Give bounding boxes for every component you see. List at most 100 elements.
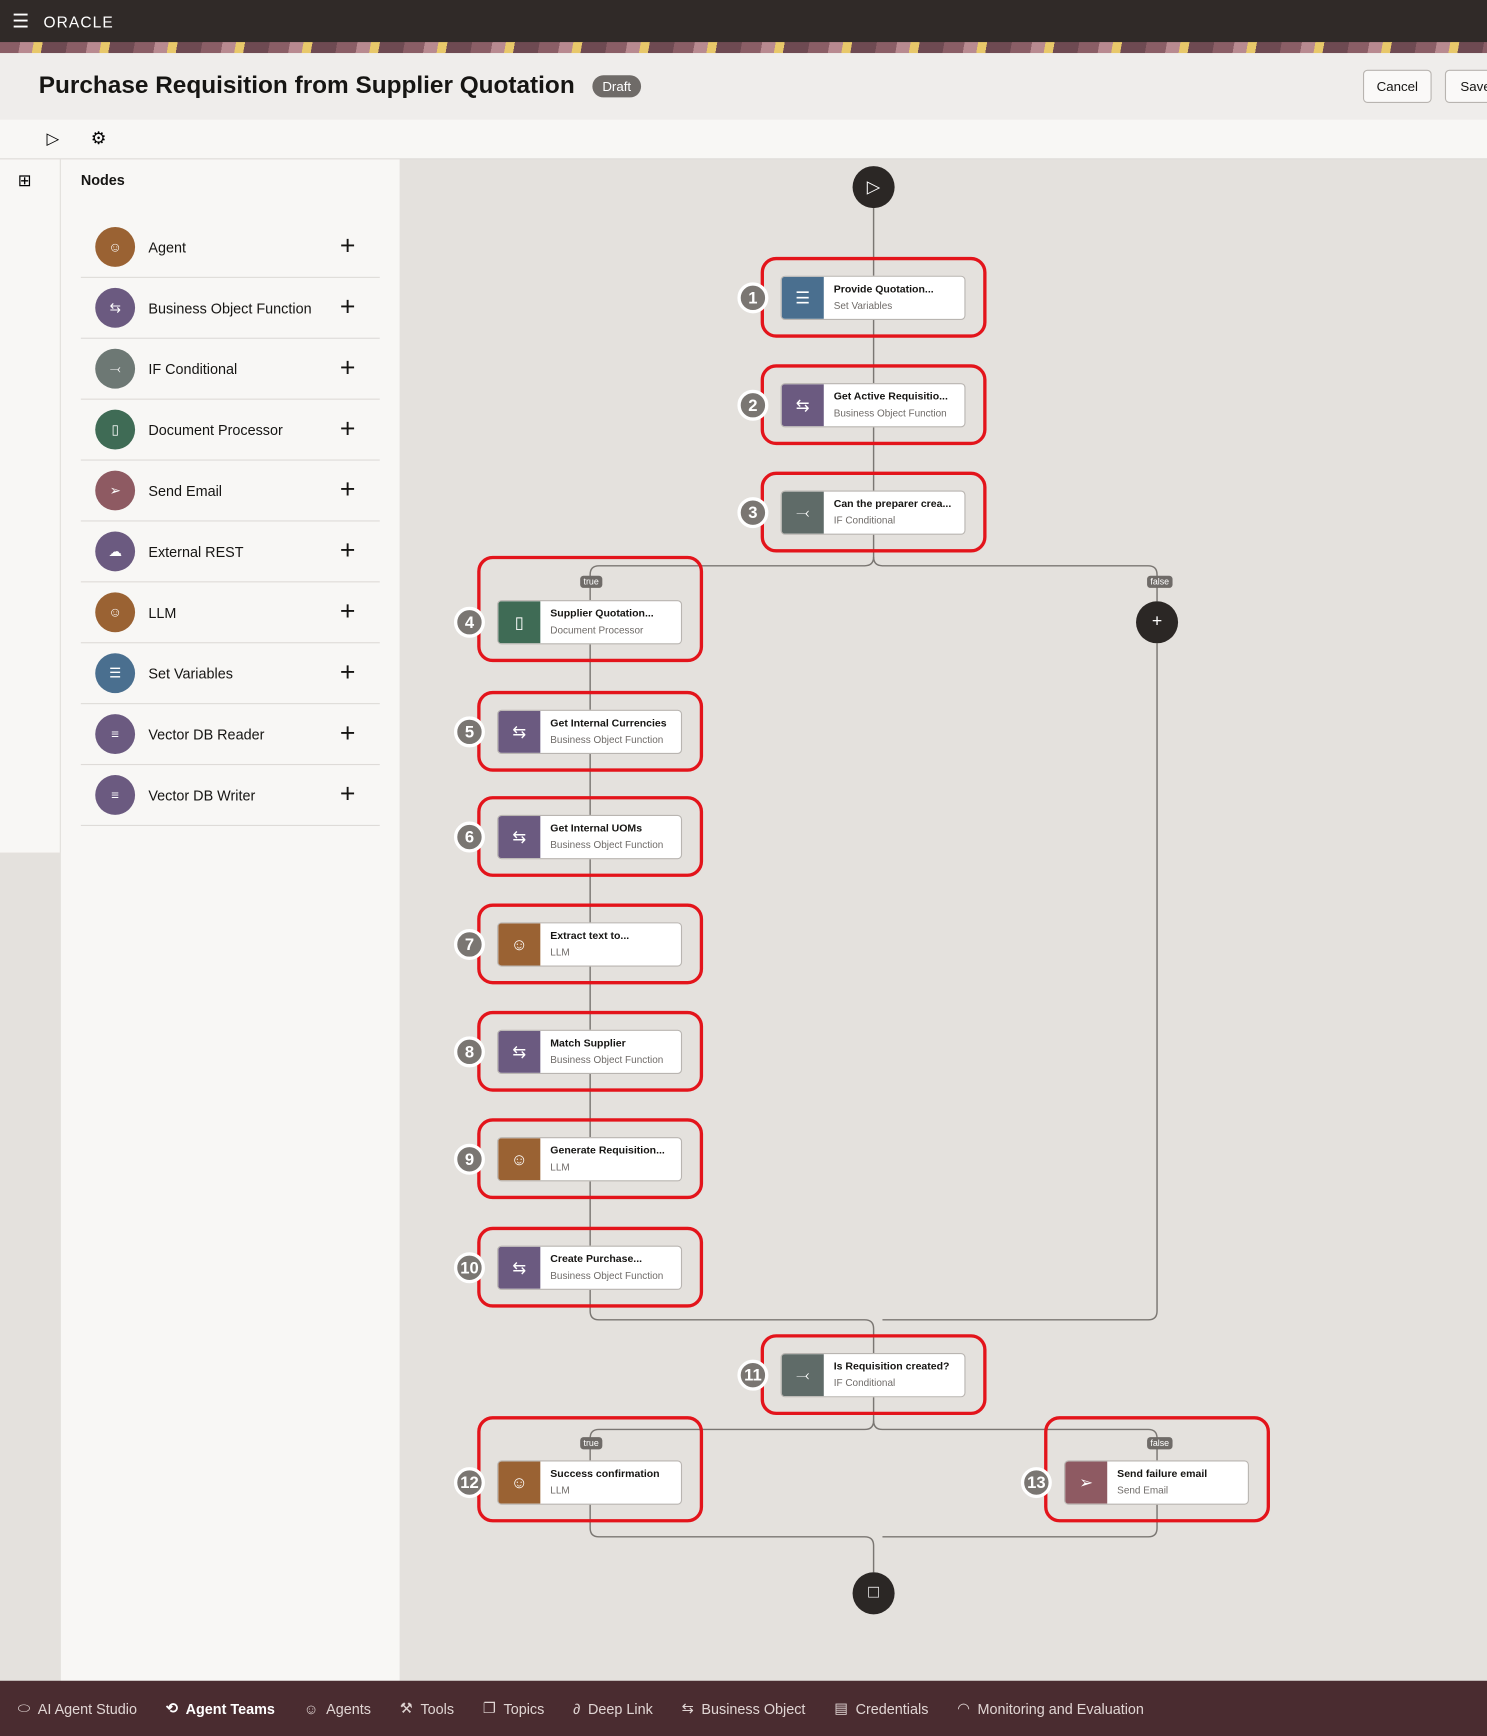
node-type: LLM xyxy=(550,1161,570,1173)
play-icon[interactable]: ▷ xyxy=(46,129,60,149)
decorative-banner xyxy=(0,42,1487,54)
add-icon[interactable]: + xyxy=(339,292,356,323)
gear-icon[interactable]: ⚙ xyxy=(90,129,107,149)
nodes-panel-title: Nodes xyxy=(80,171,125,189)
bottom-nav-item[interactable]: ⬭ AI Agent Studio xyxy=(18,1700,137,1718)
node-palette-item[interactable]: ☰ Set Variables + xyxy=(80,643,380,705)
bottom-nav-item[interactable]: ∂ Deep Link xyxy=(573,1700,653,1717)
step-number-badge: 3 xyxy=(737,497,769,529)
node-palette-item[interactable]: ☺ Agent + xyxy=(80,217,380,278)
flow-node[interactable]: ☺ Success confirmation LLM xyxy=(497,1460,683,1505)
node-type: Business Object Function xyxy=(550,839,664,851)
step-number-badge: 12 xyxy=(453,1467,485,1499)
bottom-nav-item[interactable]: ❐ Topics xyxy=(483,1700,544,1718)
link-icon: ∂ xyxy=(573,1700,581,1717)
left-rail: ⊞ xyxy=(0,159,61,853)
bottom-nav-item[interactable]: ⟲ Agent Teams xyxy=(166,1700,275,1718)
add-icon[interactable]: + xyxy=(339,535,356,566)
add-icon[interactable]: + xyxy=(339,231,356,262)
node-palette-item[interactable]: ⤙ IF Conditional + xyxy=(80,339,380,400)
node-type: Document Processor xyxy=(550,624,644,636)
flow-node[interactable]: ☺ Extract text to... LLM xyxy=(497,922,683,967)
step-number-badge: 13 xyxy=(1020,1467,1052,1499)
node-type-icon: ⇆ xyxy=(498,710,541,753)
flow-node[interactable]: ▯ Supplier Quotation... Document Processor xyxy=(497,600,683,645)
step-number-badge: 9 xyxy=(453,1143,485,1175)
flow-node[interactable]: ➢ Send failure email Send Email xyxy=(1064,1460,1249,1505)
node-type-icon: ⤙ xyxy=(781,491,824,534)
flow-node[interactable]: ⇆ Create Purchase... Business Object Funct… xyxy=(497,1245,683,1290)
add-node-icon[interactable]: ⊞ xyxy=(17,171,32,191)
node-type: IF Conditional xyxy=(833,1377,896,1389)
flow-node[interactable]: ⇆ Get Active Requisitio... Business Object… xyxy=(780,383,966,428)
step-number-badge: 6 xyxy=(453,821,485,853)
node-palette-item[interactable]: ▯ Document Processor + xyxy=(80,400,380,461)
topics-icon: ❐ xyxy=(482,1699,496,1717)
node-type-icon: ➢ xyxy=(1065,1461,1108,1504)
node-palette-item[interactable]: ≡ Vector DB Writer + xyxy=(80,765,380,826)
agents-icon: ☺ xyxy=(303,1700,319,1717)
flow-node[interactable]: ☺ Generate Requisition... LLM xyxy=(497,1137,683,1182)
bottom-nav-label: Topics xyxy=(503,1700,545,1717)
save-button[interactable]: Save xyxy=(1444,69,1487,103)
node-palette-label: IF Conditional xyxy=(148,360,238,378)
node-palette-item[interactable]: ≡ Vector DB Reader + xyxy=(80,704,380,766)
node-type-icon: ☰ xyxy=(781,276,824,319)
hamburger-icon[interactable]: ☰ xyxy=(12,11,30,33)
add-icon[interactable]: + xyxy=(339,414,356,444)
node-type-icon: ⇆ xyxy=(498,1030,541,1073)
node-type: Business Object Function xyxy=(833,407,947,419)
node-title: Provide Quotation... xyxy=(833,283,934,296)
flow-node[interactable]: ⇆ Get Internal UOMs Business Object Functi… xyxy=(497,814,683,860)
bottom-nav-item[interactable]: ▤ Credentials xyxy=(834,1700,928,1718)
add-icon[interactable]: + xyxy=(339,353,356,384)
add-node-button[interactable]: + xyxy=(1136,601,1179,644)
end-node-icon[interactable]: □ xyxy=(852,1572,895,1615)
node-palette-item[interactable]: ⇆ Business Object Function + xyxy=(80,278,380,339)
node-palette-item[interactable]: ☺ LLM + xyxy=(80,582,380,644)
step-number-badge: 2 xyxy=(737,389,769,421)
cancel-button[interactable]: Cancel xyxy=(1362,69,1432,103)
node-palette-label: Agent xyxy=(148,238,186,256)
step-number-badge: 5 xyxy=(453,716,485,748)
add-icon[interactable]: + xyxy=(339,474,356,505)
node-palette-item[interactable]: ☁ External REST + xyxy=(80,522,380,583)
node-type: Send Email xyxy=(1117,1484,1169,1496)
step-number-badge: 11 xyxy=(737,1359,769,1391)
node-type: LLM xyxy=(550,946,570,958)
start-node-icon[interactable]: ▷ xyxy=(852,166,895,209)
add-icon[interactable]: + xyxy=(339,779,356,810)
flow-node[interactable]: ⤙ Is Requisition created? IF Conditional xyxy=(780,1353,966,1398)
node-type-icon: ⇆ xyxy=(498,1246,541,1289)
node-palette-label: Vector DB Reader xyxy=(148,725,265,743)
bottom-nav-label: Tools xyxy=(420,1700,455,1717)
node-title: Get Internal Currencies xyxy=(550,717,667,730)
flow-node[interactable]: ⇆ Match Supplier Business Object Function xyxy=(497,1029,683,1075)
rest-icon: ☁ xyxy=(95,531,136,572)
flow-node[interactable]: ☰ Provide Quotation... Set Variables xyxy=(780,275,966,320)
bottom-nav-label: Agent Teams xyxy=(185,1700,275,1717)
connector-line xyxy=(882,1504,1158,1538)
add-icon[interactable]: + xyxy=(339,657,356,688)
node-palette-item[interactable]: ➢ Send Email + xyxy=(80,461,380,522)
business-object-icon: ⇆ xyxy=(95,287,136,328)
step-number-badge: 7 xyxy=(453,928,485,960)
flow-canvas[interactable]: 1 ☰ Provide Quotation... Set Variables 2 ⇆ Get… xyxy=(399,159,1487,1681)
node-type: LLM xyxy=(550,1484,570,1496)
connector-line xyxy=(589,1397,875,1461)
flow-node[interactable]: ⇆ Get Internal Currencies Business Object … xyxy=(497,709,683,755)
bottom-nav-item[interactable]: ⚒ Tools xyxy=(400,1700,454,1718)
branch-label: true xyxy=(580,575,603,588)
add-icon[interactable]: + xyxy=(339,718,356,749)
bottom-nav-item[interactable]: ◠ Monitoring and Evaluation xyxy=(957,1700,1144,1718)
node-title: Is Requisition created? xyxy=(833,1360,950,1373)
bottom-nav-item[interactable]: ☺ Agents xyxy=(304,1700,371,1717)
connector-line xyxy=(589,1289,875,1354)
connector-line xyxy=(872,1420,1158,1461)
flow-node[interactable]: ⤙ Can the preparer crea... IF Conditional xyxy=(780,490,966,535)
send-icon: ➢ xyxy=(95,470,136,511)
bottom-nav-item[interactable]: ⇆ Business Object xyxy=(682,1700,806,1718)
branch-label: true xyxy=(580,1437,603,1450)
add-icon[interactable]: + xyxy=(339,596,356,627)
set-variables-icon: ☰ xyxy=(95,653,136,694)
